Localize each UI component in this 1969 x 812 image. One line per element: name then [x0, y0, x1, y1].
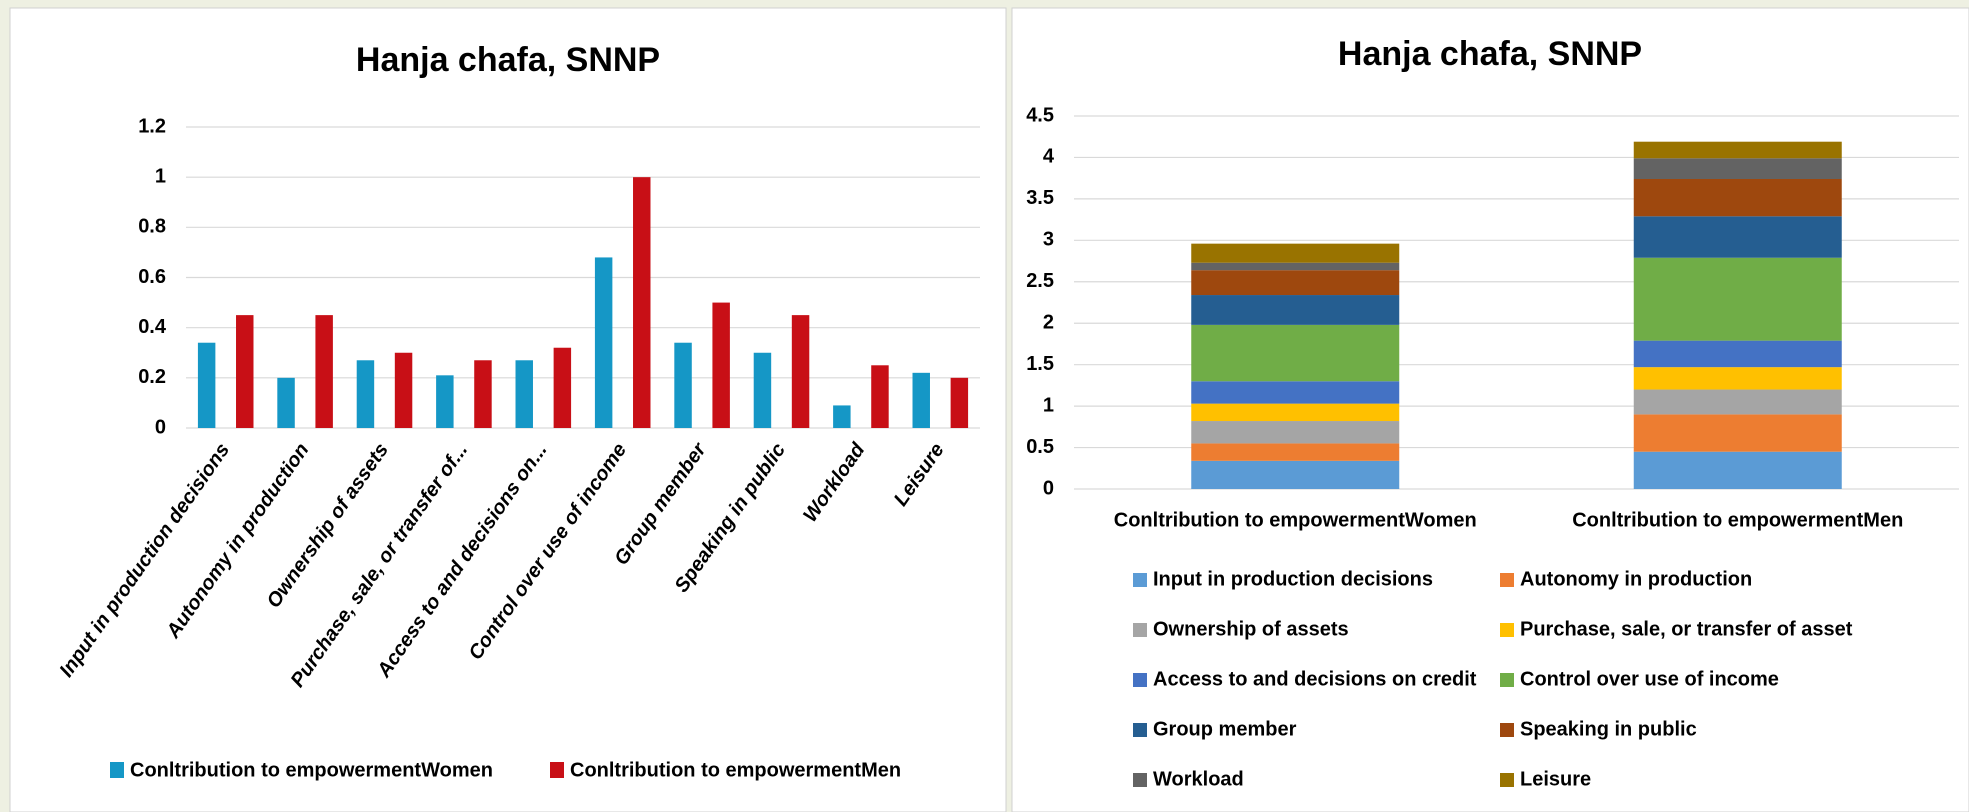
bar-segment [1191, 262, 1400, 271]
bar [474, 360, 492, 428]
y-tick-label: 0.4 [138, 316, 167, 338]
bar [197, 342, 216, 428]
bar-segment [1633, 367, 1842, 390]
bar [674, 342, 692, 428]
bar [394, 352, 413, 428]
bar-segment [1191, 381, 1400, 404]
bar-segment [1191, 243, 1400, 263]
legend-swatch [1500, 623, 1514, 637]
bar [277, 377, 295, 428]
y-tick-label: 0.2 [138, 366, 166, 388]
bar [833, 405, 851, 428]
legend-label: Workload [1153, 768, 1244, 790]
bar [356, 360, 375, 428]
bar [553, 347, 572, 428]
bar-segment [1633, 216, 1842, 258]
y-tick-label: 3.5 [1026, 187, 1054, 209]
bar [791, 315, 810, 428]
bar-segment [1191, 295, 1400, 325]
bar [871, 365, 889, 428]
x-tick-label: Conltribution to empowermentWomen [1114, 509, 1477, 531]
legend-label: Control over use of income [1520, 668, 1779, 690]
y-tick-label: 0.8 [138, 216, 166, 238]
y-tick-label: 4.5 [1026, 104, 1054, 126]
y-tick-label: 3 [1043, 229, 1054, 251]
chart-title: Hanja chafa, SNNP [356, 41, 660, 79]
legend-label: Leisure [1520, 768, 1591, 790]
bar-segment [1633, 414, 1842, 452]
bar-segment [1633, 340, 1842, 368]
y-tick-label: 2.5 [1026, 270, 1054, 292]
bar-segment [1633, 178, 1842, 217]
legend-swatch [110, 762, 124, 778]
bar [950, 377, 969, 428]
legend-swatch [1133, 773, 1147, 787]
legend-label: Purchase, sale, or transfer of asset [1520, 618, 1853, 640]
bar-segment [1191, 403, 1400, 422]
legend-label: Autonomy in production [1520, 568, 1752, 590]
bar [712, 302, 730, 428]
chart-title: Hanja chafa, SNNP [1338, 35, 1642, 73]
legend-swatch [1500, 573, 1514, 587]
legend-label: Speaking in public [1520, 718, 1697, 740]
y-tick-label: 0 [155, 416, 166, 438]
bar [515, 360, 533, 428]
legend-swatch [1500, 673, 1514, 687]
bar [436, 375, 454, 428]
legend-label: Ownership of assets [1153, 618, 1349, 640]
y-tick-label: 1 [155, 165, 166, 187]
y-tick-label: 4 [1043, 146, 1055, 168]
bar-segment [1633, 451, 1842, 489]
bar-segment [1191, 324, 1400, 382]
bar-segment [1191, 460, 1400, 489]
bar [753, 352, 772, 428]
bar-segment [1633, 257, 1842, 341]
legend-swatch [1500, 723, 1514, 737]
legend-label: Conltribution to empowermentMen [570, 759, 901, 781]
x-tick-label: Conltribution to empowermentMen [1572, 509, 1903, 531]
legend-swatch [1133, 723, 1147, 737]
legend-label: Access to and decisions on credit [1153, 668, 1477, 690]
bar [633, 177, 651, 428]
bar-segment [1191, 443, 1400, 461]
y-tick-label: 1.2 [138, 115, 166, 137]
y-tick-label: 0.5 [1026, 436, 1054, 458]
bar [594, 257, 613, 428]
bar-segment [1191, 421, 1400, 444]
y-tick-label: 0 [1043, 477, 1054, 499]
bar [315, 315, 333, 428]
bar-segment [1633, 389, 1842, 415]
y-tick-label: 1 [1043, 394, 1054, 416]
legend-swatch [1133, 673, 1147, 687]
bar-segment [1191, 270, 1400, 296]
bar [912, 372, 930, 428]
legend-label: Input in production decisions [1153, 568, 1433, 590]
bar-segment [1633, 158, 1842, 179]
y-tick-label: 1.5 [1026, 353, 1054, 375]
legend-swatch [1500, 773, 1514, 787]
y-tick-label: 0.6 [138, 266, 166, 288]
legend-swatch [1133, 623, 1147, 637]
bar-segment [1633, 141, 1842, 159]
legend-swatch [550, 762, 564, 778]
legend-label: Group member [1153, 718, 1297, 740]
bar [236, 315, 254, 428]
y-tick-label: 2 [1043, 312, 1054, 334]
legend-swatch [1133, 573, 1147, 587]
legend-label: Conltribution to empowermentWomen [130, 759, 493, 781]
